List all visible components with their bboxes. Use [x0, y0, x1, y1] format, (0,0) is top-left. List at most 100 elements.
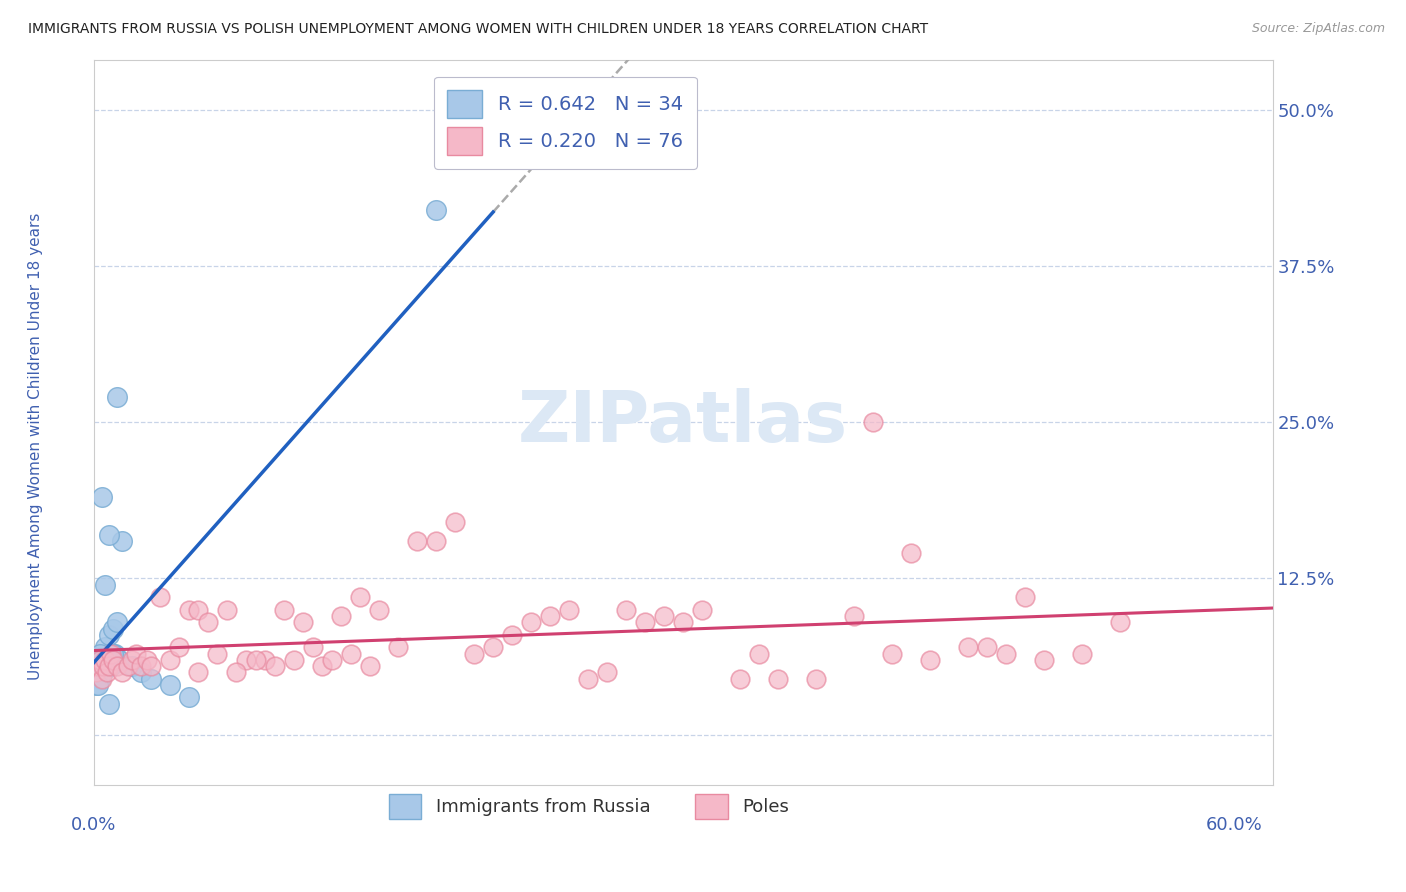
Point [215, 603, 238, 617]
Legend: Immigrants from Russia, Poles: Immigrants from Russia, Poles [381, 787, 796, 827]
Point [101, 653, 124, 667]
Point [273, 603, 295, 617]
Point [98, 628, 121, 642]
Point [105, 615, 128, 630]
Point [197, 615, 219, 630]
Point [89, 653, 111, 667]
Point [263, 659, 285, 673]
Point [748, 647, 770, 661]
Point [576, 672, 599, 686]
Point [359, 659, 381, 673]
Point [862, 415, 884, 429]
Point [844, 609, 866, 624]
Point [425, 533, 447, 548]
Point [159, 653, 181, 667]
Text: IMMIGRANTS FROM RUSSIA VS POLISH UNEMPLOYMENT AMONG WOMEN WITH CHILDREN UNDER 18: IMMIGRANTS FROM RUSSIA VS POLISH UNEMPLO… [28, 22, 928, 37]
Point [149, 591, 172, 605]
Point [349, 591, 371, 605]
Point [90, 653, 112, 667]
Point [538, 609, 561, 624]
Point [882, 647, 904, 661]
Point [187, 603, 209, 617]
Point [94, 653, 117, 667]
Point [652, 609, 675, 624]
Point [444, 515, 467, 529]
Point [169, 640, 191, 655]
Point [98, 697, 121, 711]
Point [159, 678, 181, 692]
Point [111, 665, 134, 680]
Point [187, 665, 209, 680]
Point [806, 672, 828, 686]
Point [84, 678, 107, 692]
Point [330, 609, 353, 624]
Point [121, 653, 143, 667]
Point [406, 533, 429, 548]
Point [89, 647, 111, 661]
Point [501, 628, 523, 642]
Point [321, 653, 343, 667]
Point [131, 665, 153, 680]
Point [177, 690, 200, 705]
Text: Source: ZipAtlas.com: Source: ZipAtlas.com [1251, 22, 1385, 36]
Point [520, 615, 543, 630]
Point [690, 603, 713, 617]
Point [235, 653, 257, 667]
Point [94, 640, 117, 655]
Point [225, 665, 247, 680]
Point [104, 647, 127, 661]
Point [101, 622, 124, 636]
Point [253, 653, 276, 667]
Point [1109, 615, 1132, 630]
Point [121, 659, 143, 673]
Point [90, 672, 112, 686]
Point [920, 653, 942, 667]
Point [463, 647, 485, 661]
Point [301, 640, 323, 655]
Point [139, 672, 162, 686]
Point [425, 202, 447, 217]
Point [311, 659, 333, 673]
Point [93, 659, 115, 673]
Point [292, 615, 315, 630]
Point [125, 647, 148, 661]
Point [482, 640, 505, 655]
Point [93, 659, 115, 673]
Point [98, 527, 121, 541]
Point [100, 647, 122, 661]
Point [768, 672, 790, 686]
Point [368, 603, 391, 617]
Point [995, 647, 1018, 661]
Point [614, 603, 637, 617]
Point [96, 665, 118, 680]
Point [96, 659, 118, 673]
Point [84, 659, 107, 673]
Text: Unemployment Among Women with Children Under 18 years: Unemployment Among Women with Children U… [28, 212, 42, 680]
Point [245, 653, 267, 667]
Point [87, 659, 110, 673]
Point [96, 653, 118, 667]
Point [105, 659, 128, 673]
Text: 60.0%: 60.0% [1206, 816, 1263, 834]
Point [90, 490, 112, 504]
Point [976, 640, 998, 655]
Point [139, 659, 162, 673]
Point [107, 653, 129, 667]
Point [87, 653, 110, 667]
Point [136, 653, 159, 667]
Point [177, 603, 200, 617]
Point [634, 615, 657, 630]
Point [1033, 653, 1056, 667]
Point [93, 659, 115, 673]
Point [207, 647, 229, 661]
Point [1071, 647, 1094, 661]
Point [93, 665, 115, 680]
Point [94, 578, 117, 592]
Point [100, 659, 122, 673]
Point [117, 659, 139, 673]
Point [84, 665, 107, 680]
Point [89, 672, 111, 686]
Point [957, 640, 980, 655]
Point [101, 647, 124, 661]
Point [101, 653, 124, 667]
